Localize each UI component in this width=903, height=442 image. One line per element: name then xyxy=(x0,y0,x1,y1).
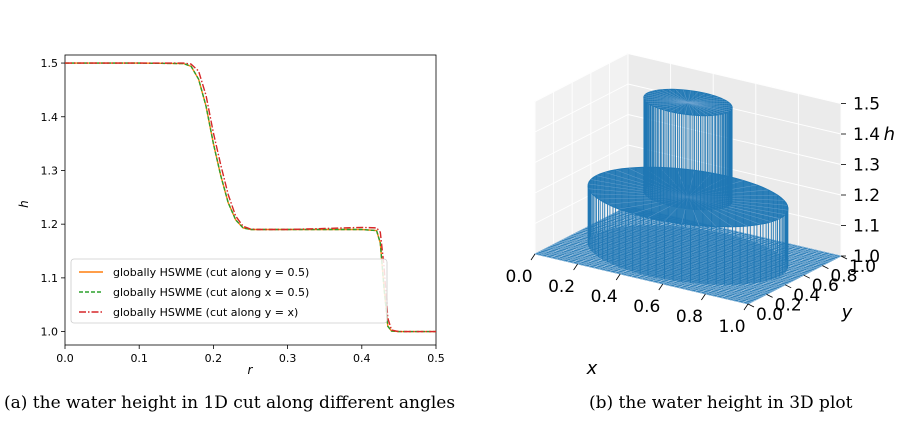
z-tick-label-3d: 1.3 xyxy=(853,156,880,176)
x-axis-ticks: 0.0 0.1 0.2 0.3 0.4 0.5 xyxy=(56,345,445,365)
axis-ticks-3d: 0.0 0.2 0.4 0.6 0.8 1.00.00.20.40.60.81.01.01… xyxy=(505,95,880,338)
y-axis-ticks: 1.0 1.1 1.2 1.3 1.4 1.5 xyxy=(41,57,65,339)
y-tick-label: 1.2 xyxy=(41,218,59,231)
grid-line xyxy=(534,83,629,133)
line-chart: 0.0 0.1 0.2 0.3 0.4 0.5 1.01.11.21.31.41.5 r … xyxy=(17,54,445,377)
x-tick-mark-3d xyxy=(743,303,749,311)
z-tick-label-3d: 1.4 xyxy=(853,125,880,145)
x-tick-label-3d: 1.0 xyxy=(718,317,745,337)
grid-line xyxy=(534,53,629,102)
legend-label-1: globally HSWME (cut along x = 0.5) xyxy=(113,286,309,299)
plot-frame xyxy=(64,54,437,346)
legend-label-2: globally HSWME (cut along y = x) xyxy=(113,306,298,319)
y-tick-label: 1.3 xyxy=(41,164,59,177)
legend-label-0: globally HSWME (cut along y = 0.5) xyxy=(113,266,309,279)
z-axis-label-3d: h xyxy=(884,124,895,145)
y-tick-label: 1.4 xyxy=(41,111,59,124)
grid-line xyxy=(627,53,842,104)
x-tick-mark-3d xyxy=(530,253,536,261)
y-tick-label-3d: 1.0 xyxy=(849,257,876,277)
y-axis-label-3d: y xyxy=(841,302,853,323)
surface-top-mesh-1 xyxy=(643,89,733,116)
y-tick-mark-3d xyxy=(803,274,810,279)
x-tick-mark-3d xyxy=(615,273,621,281)
y-tick-mark-3d xyxy=(785,284,792,289)
x-tick-label-3d: 0.2 xyxy=(548,277,575,297)
y-tick-label-3d: 0.0 xyxy=(756,305,783,325)
z-tick-label-3d: 1.1 xyxy=(853,217,880,237)
grid-line xyxy=(534,144,629,194)
y-tick-label: 1.1 xyxy=(41,272,59,285)
surface-3d-chart: 0.0 0.2 0.4 0.6 0.8 1.00.00.20.40.60.81.01.01… xyxy=(505,53,895,379)
x-tick-label: 0.2 xyxy=(205,352,223,365)
y-tick-mark-3d xyxy=(766,294,773,298)
z-tick-label-3d: 1.5 xyxy=(853,95,880,115)
surface-wall-lines-1 xyxy=(643,89,733,211)
x-axis-label: r xyxy=(248,363,254,377)
y-tick-mark-3d xyxy=(822,265,829,269)
surface-mesh xyxy=(533,88,843,305)
x-axis-label-3d: x xyxy=(586,358,598,379)
x-tick-label: 0.3 xyxy=(279,352,297,365)
x-tick-label: 0.5 xyxy=(427,352,445,365)
x-tick-mark-3d xyxy=(658,283,664,291)
legend: globally HSWME (cut along y = 0.5) global… xyxy=(70,258,388,324)
z-tick-label-3d: 1.0 xyxy=(853,247,880,267)
y-tick-mark-3d xyxy=(840,255,848,260)
y-tick-label-3d: 0.6 xyxy=(812,276,839,296)
y-tick-label: 1.0 xyxy=(41,326,59,339)
y-tick-label-3d: 0.2 xyxy=(775,295,802,315)
x-tick-mark-3d xyxy=(701,293,706,301)
y-tick-label-3d: 0.4 xyxy=(793,286,820,306)
x-tick-label: 0.4 xyxy=(353,352,371,365)
x-tick-label: 0.1 xyxy=(130,352,148,365)
x-tick-mark-3d xyxy=(573,263,578,271)
caption-a: (a) the water height in 1D cut along dif… xyxy=(4,393,456,413)
x-tick-label-3d: 0.0 xyxy=(505,267,532,287)
x-tick-label-3d: 0.4 xyxy=(591,287,618,307)
z-tick-label-3d: 1.2 xyxy=(853,186,880,206)
y-tick-label-3d: 0.8 xyxy=(830,267,857,287)
caption-b: (b) the water height in 3D plot xyxy=(589,393,853,413)
x-tick-label-3d: 0.8 xyxy=(676,307,703,327)
grid-line xyxy=(534,114,629,163)
legend-box xyxy=(70,258,388,324)
y-tick-label: 1.5 xyxy=(41,57,59,70)
y-axis-label: h xyxy=(17,200,31,208)
x-tick-label: 0.0 xyxy=(56,352,74,365)
y-tick-mark-3d xyxy=(747,303,755,308)
x-tick-label-3d: 0.6 xyxy=(633,297,660,317)
